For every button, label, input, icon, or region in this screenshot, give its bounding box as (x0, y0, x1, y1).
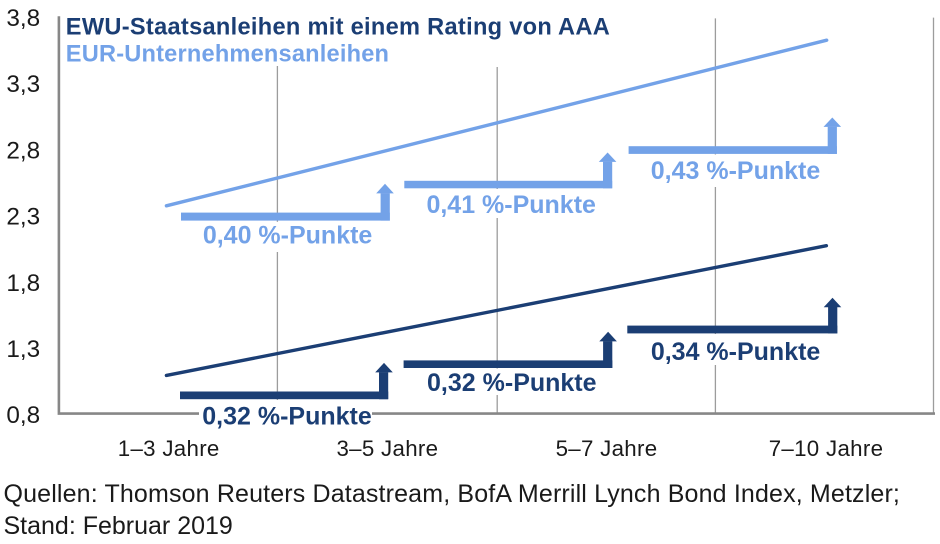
svg-text:1,3: 1,3 (6, 336, 40, 363)
svg-text:EUR-Unternehmensanleihen: EUR-Unternehmensanleihen (66, 41, 389, 67)
svg-text:3,3: 3,3 (6, 71, 40, 98)
svg-text:Quellen: Thomson Reuters Datas: Quellen: Thomson Reuters Datastream, Bof… (4, 480, 901, 508)
svg-text:1–3 Jahre: 1–3 Jahre (118, 436, 220, 461)
svg-text:1,8: 1,8 (6, 270, 40, 297)
svg-text:3–5 Jahre: 3–5 Jahre (336, 436, 438, 461)
svg-text:0,43 %-Punkte: 0,43 %-Punkte (651, 157, 821, 185)
svg-text:7–10 Jahre: 7–10 Jahre (769, 436, 884, 461)
svg-text:2,8: 2,8 (6, 137, 40, 164)
svg-text:0,32 %-Punkte: 0,32 %-Punkte (202, 403, 372, 431)
svg-text:0,40 %-Punkte: 0,40 %-Punkte (203, 222, 373, 250)
svg-text:0,8: 0,8 (6, 402, 40, 429)
svg-text:3,8: 3,8 (6, 5, 40, 32)
svg-text:2,3: 2,3 (6, 204, 40, 231)
svg-text:EWU-Staatsanleihen mit einem R: EWU-Staatsanleihen mit einem Rating von … (66, 15, 610, 41)
svg-text:0,32 %-Punkte: 0,32 %-Punkte (427, 369, 597, 397)
svg-text:0,41 %-Punkte: 0,41 %-Punkte (426, 191, 596, 219)
svg-text:5–7 Jahre: 5–7 Jahre (556, 436, 658, 461)
svg-text:0,34 %-Punkte: 0,34 %-Punkte (651, 338, 821, 366)
svg-text:Stand: Februar 2019: Stand: Februar 2019 (4, 512, 233, 540)
